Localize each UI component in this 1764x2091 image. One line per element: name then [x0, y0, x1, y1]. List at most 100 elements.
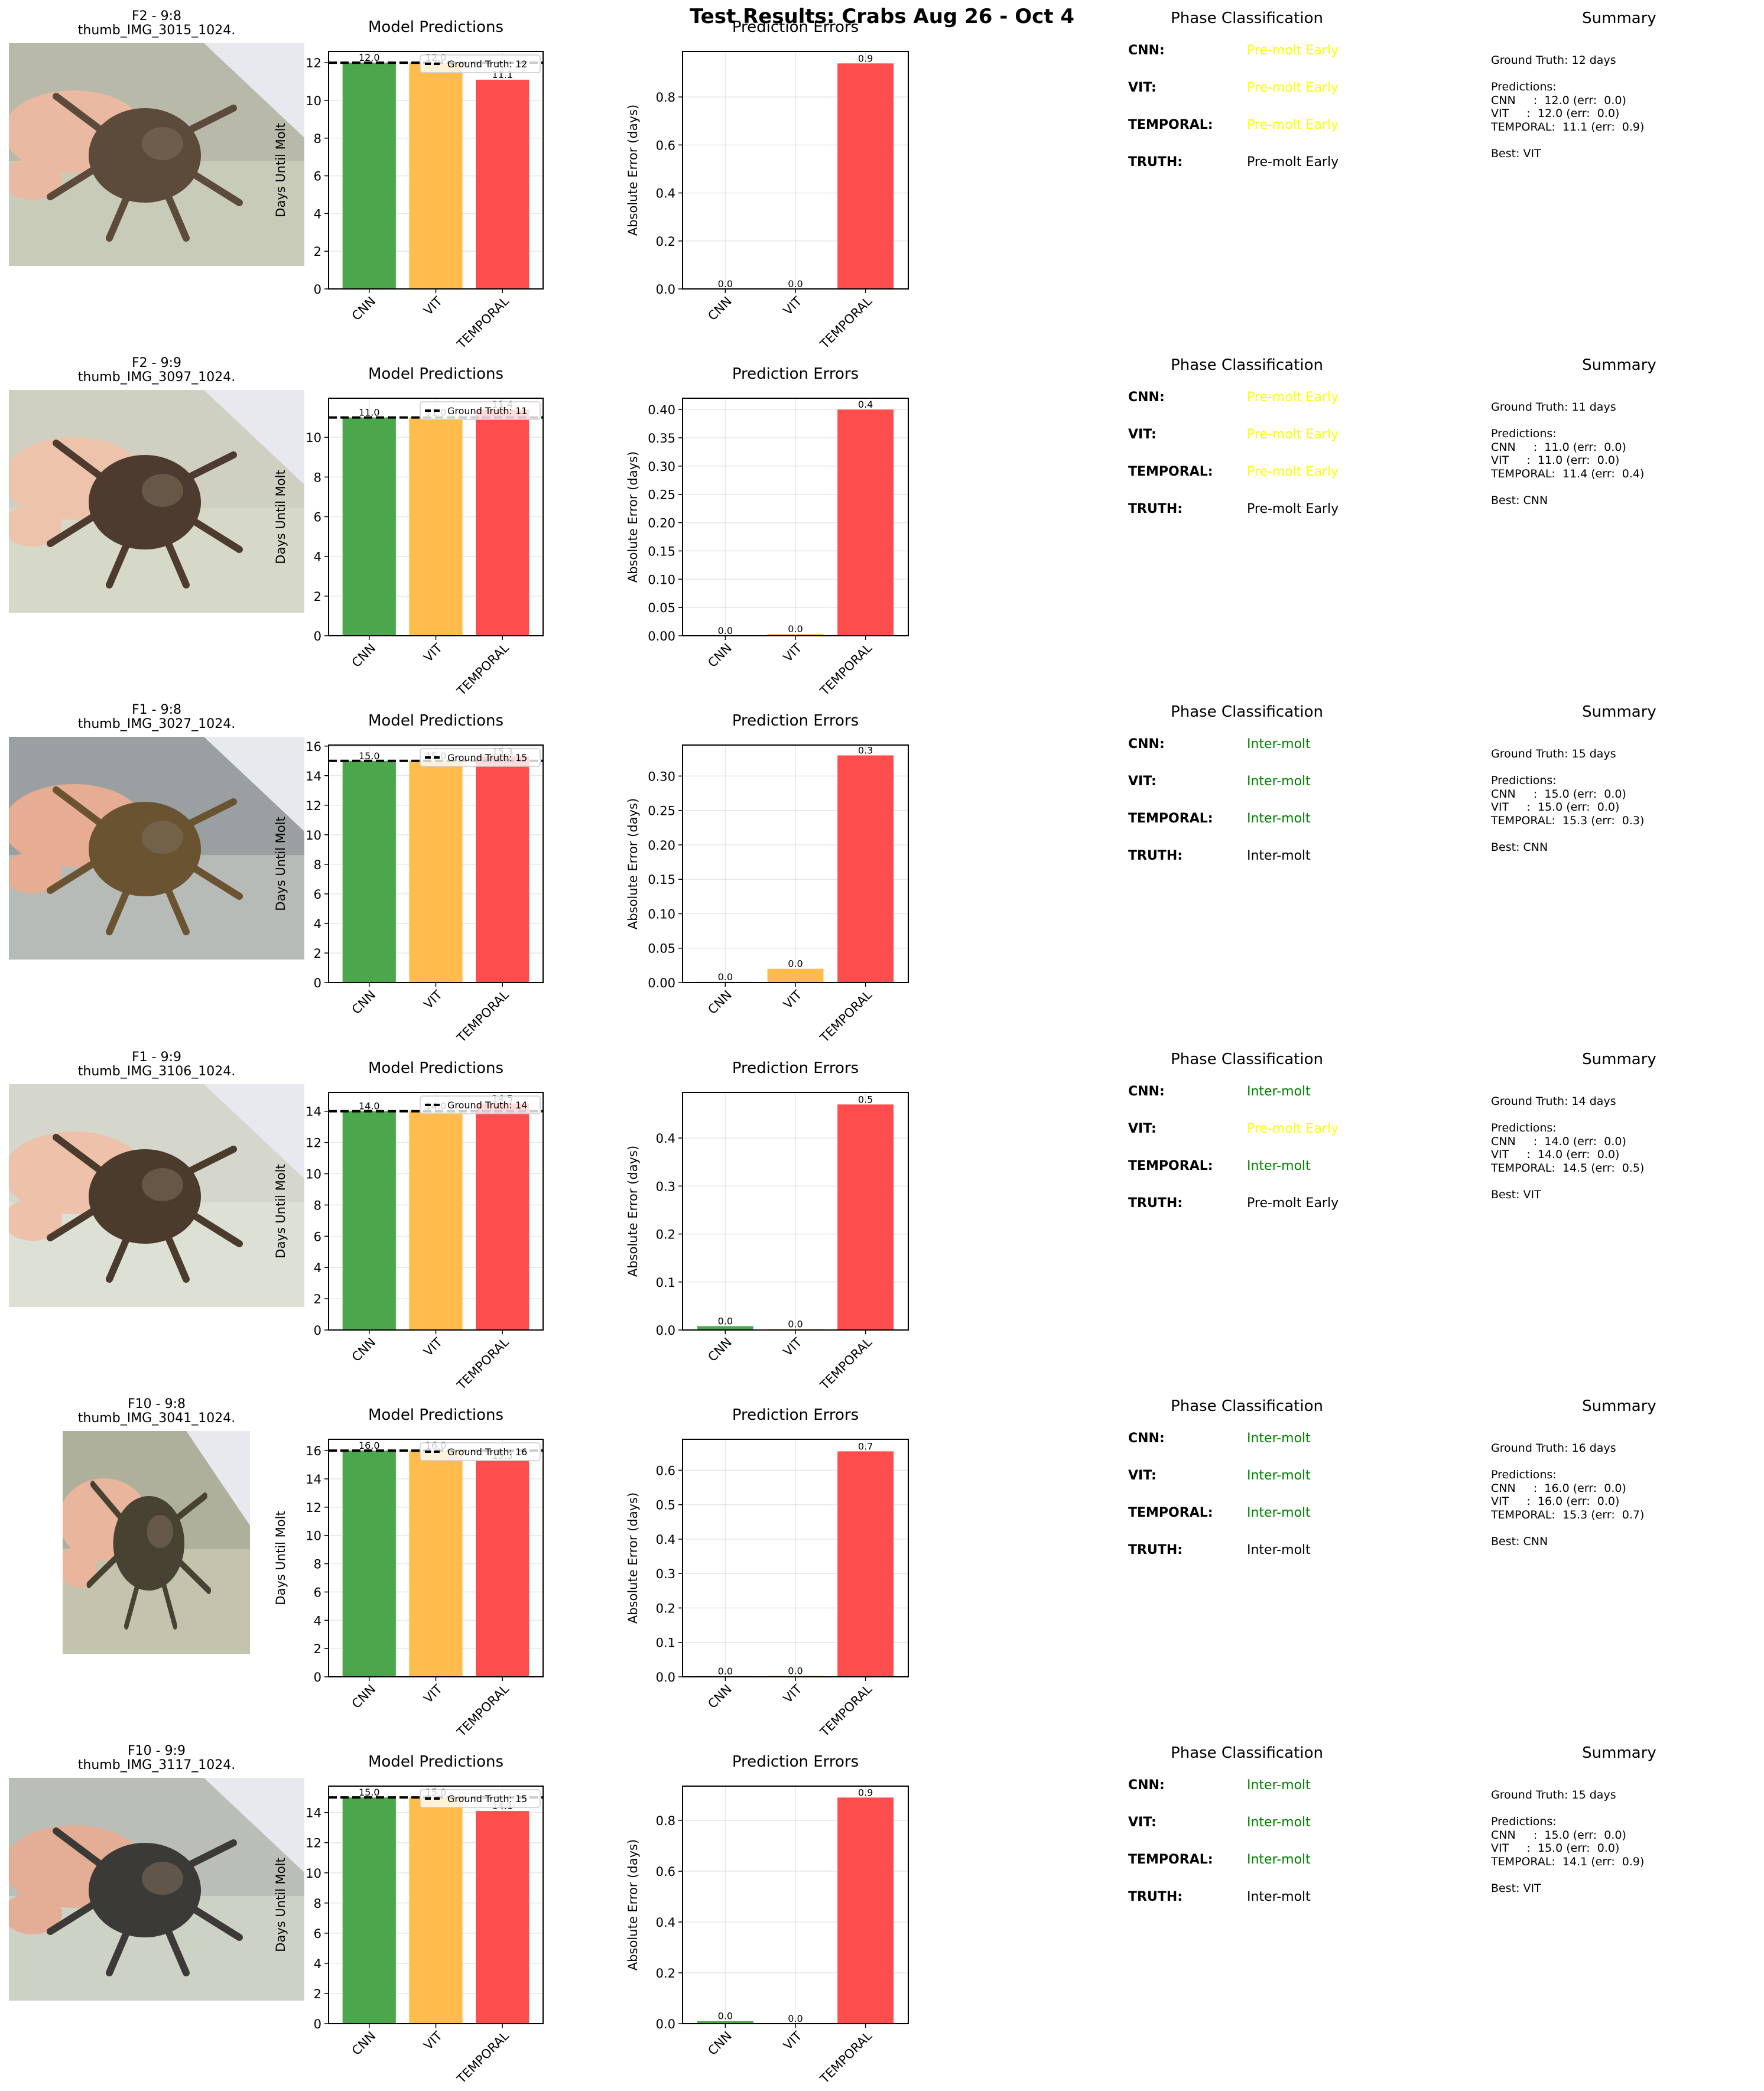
errors-chart: Prediction Errors 0.00 0.05 0.10 0.15 0.20 0.2… — [626, 712, 909, 1045]
chart-title: Prediction Errors — [732, 712, 859, 730]
chart-title: Model Predictions — [368, 1753, 503, 1771]
summary-title: Summary — [1582, 1744, 1656, 1762]
thumbnail-title: F1 - 9:8 thumb_IMG_3027_1024. — [9, 703, 304, 731]
y-axis-label: Absolute Error (days) — [626, 451, 640, 583]
y-tick-label: 10 — [306, 1168, 321, 1182]
bar-value-label: 14.0 — [359, 1101, 380, 1112]
y-tick-label: 0.15 — [648, 544, 675, 558]
y-tick-label: 16 — [306, 740, 321, 754]
thumbnail-title: F1 - 9:9 thumb_IMG_3106_1024. — [9, 1051, 304, 1079]
x-tick-label: TEMPORAL — [454, 640, 512, 698]
crab-leg — [165, 887, 190, 935]
bar-temporal — [476, 1460, 529, 1677]
axes-frame — [682, 744, 909, 983]
predictions-chart: Model Predictions0246810121414.0CNN14.0V… — [274, 1059, 544, 1393]
y-tick-label: 12 — [306, 1136, 321, 1150]
y-tick-label: 0.25 — [648, 804, 675, 818]
tub-wall — [204, 43, 304, 138]
x-tick-label: TEMPORAL — [817, 1335, 875, 1393]
phase-label: CNN: — [1128, 1431, 1165, 1446]
bar-cnn — [342, 1111, 396, 1330]
predictions-chart: Model Predictions024681011.0CNN11.0VIT11… — [274, 365, 544, 698]
crab-photo-illustration — [9, 737, 304, 960]
legend-box — [420, 1095, 541, 1114]
crab-photo — [9, 737, 304, 960]
y-tick-label: 6 — [314, 1927, 321, 1941]
axes-frame — [682, 398, 909, 636]
bar-value-label: 0.0 — [718, 2011, 733, 2022]
crab-leg — [176, 1557, 212, 1594]
phase-value: Pre-molt Early — [1247, 390, 1339, 405]
y-tick-label: 0.2 — [656, 1966, 675, 1981]
bar-temporal — [837, 1451, 894, 1677]
thumbnail-filename: thumb_IMG_3027_1024. — [77, 717, 236, 731]
crab-photo — [9, 1778, 304, 2001]
result-row: F2 - 9:9 thumb_IMG_3097_1024. Model Predic… — [0, 356, 1764, 703]
phase-label: CNN: — [1128, 1084, 1165, 1099]
y-tick-label: 0.4 — [656, 1533, 675, 1547]
chart-title: Model Predictions — [368, 712, 503, 730]
bar-value-label: 15.0 — [359, 1787, 380, 1798]
bar-temporal — [476, 1103, 529, 1330]
phase-label: TRUTH: — [1128, 1196, 1183, 1211]
crab-photo — [9, 390, 304, 613]
crab-leg — [165, 193, 190, 242]
phase-value: Inter-molt — [1247, 1431, 1311, 1446]
bar-value-label: 0.0 — [788, 958, 803, 970]
crab-photo — [63, 1431, 250, 1654]
crab-leg — [47, 164, 101, 200]
phase-classification-title: Phase Classification — [1171, 9, 1323, 27]
bar-value-label: 0.0 — [788, 1665, 803, 1676]
crab-leg — [189, 516, 243, 553]
bar-temporal — [476, 409, 529, 636]
phase-label: VIT: — [1128, 427, 1156, 442]
y-tick-label: 0.6 — [656, 1865, 675, 1879]
crab-leg — [183, 1839, 237, 1870]
phase-value: Inter-molt — [1247, 1159, 1311, 1173]
crab-body — [89, 1149, 201, 1244]
legend-box — [420, 1789, 541, 1808]
y-tick-label: 0.05 — [648, 942, 675, 956]
x-tick-label: VIT — [421, 1682, 445, 1706]
crab-leg — [183, 1146, 237, 1176]
y-tick-label: 8 — [314, 470, 321, 484]
thumbnail-filename: thumb_IMG_3117_1024. — [77, 1758, 236, 1773]
y-tick-label: 0.05 — [648, 601, 675, 615]
errors-chart: Prediction Errors 0.0 0.1 0.2 0.3 0.4 0.5 0.6 0.… — [626, 1406, 909, 1739]
summary-text: Ground Truth: 15 days Predictions: CNN :… — [1491, 747, 1645, 854]
crab-leg — [47, 510, 101, 547]
crab-leg — [161, 1581, 178, 1630]
y-axis-label: Absolute Error (days) — [626, 1146, 640, 1277]
crab-leg — [106, 887, 131, 935]
figure-title: Test Results: Crabs Aug 26 - Oct 4 — [690, 5, 1074, 28]
summary-title: Summary — [1582, 1397, 1656, 1415]
summary-text: Ground Truth: 16 days Predictions: CNN :… — [1491, 1442, 1645, 1548]
legend-label: Ground Truth: 16 — [447, 1446, 527, 1458]
result-row: F2 - 9:8 thumb_IMG_3015_1024. Model Predic… — [0, 9, 1764, 356]
crab-leg — [183, 451, 237, 482]
crab-shell-highlight — [142, 127, 183, 160]
chart-title: Model Predictions — [368, 18, 503, 36]
result-row: F10 - 9:8 thumb_IMG_3041_1024. Model Predi… — [0, 1397, 1764, 1744]
crab-leg — [189, 170, 243, 206]
phase-classification-title: Phase Classification — [1171, 1051, 1323, 1068]
y-tick-label: 0.3 — [656, 1567, 675, 1581]
axes-frame — [682, 1439, 909, 1677]
bar-value-label: 11.0 — [359, 407, 380, 418]
chart-title: Prediction Errors — [732, 1059, 859, 1077]
bar-vit — [767, 634, 824, 636]
bar-temporal — [837, 1797, 894, 2024]
phase-value: Pre-molt Early — [1247, 464, 1339, 479]
y-tick-label: 10 — [306, 431, 321, 445]
y-tick-label: 12 — [306, 1501, 321, 1515]
crab-leg — [106, 193, 131, 242]
errors-chart: Prediction Errors 0.0 0.2 0.4 0.6 0.8 0.0 CNN 0.… — [626, 1753, 909, 2086]
y-tick-label: 12 — [306, 799, 321, 813]
x-tick-label: VIT — [781, 1682, 805, 1706]
phase-value: Inter-molt — [1247, 811, 1311, 826]
crab-photo-illustration — [9, 390, 304, 613]
y-axis-label: Days Until Molt — [274, 1511, 288, 1605]
x-tick-label: VIT — [421, 2028, 445, 2053]
thumbnail-caption: F1 - 9:8 — [132, 703, 181, 717]
thumbnail-filename: thumb_IMG_3041_1024. — [77, 1411, 236, 1426]
